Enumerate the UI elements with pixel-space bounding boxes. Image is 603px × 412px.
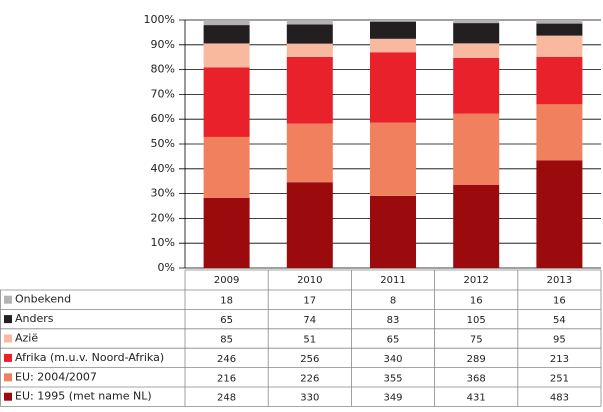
y-tick-label: 100% — [144, 13, 175, 26]
bar-segment — [370, 20, 416, 22]
bar-segment — [453, 57, 500, 114]
bar-segment — [370, 38, 416, 53]
bar-segment — [286, 182, 333, 268]
table-value: 51 — [303, 335, 316, 346]
y-tick-label: 10% — [151, 236, 175, 249]
table-value: 355 — [383, 373, 402, 384]
table-value: 65 — [220, 315, 233, 326]
table-value: 216 — [217, 373, 236, 384]
table-value: 368 — [467, 373, 486, 384]
bar-segment — [370, 122, 416, 196]
bar-segment — [203, 43, 250, 68]
table-value: 74 — [303, 315, 316, 326]
table-value: 213 — [550, 354, 569, 365]
table-value: 330 — [300, 393, 319, 404]
y-tick-label: 50% — [151, 137, 175, 150]
table-value: 431 — [467, 393, 486, 404]
bar-segment — [453, 20, 500, 24]
table-value: 340 — [383, 354, 402, 365]
bar-segment — [203, 25, 250, 44]
legend-swatch — [4, 334, 12, 343]
table-value: 105 — [467, 315, 486, 326]
bar-segment — [286, 43, 333, 57]
y-tick-label: 40% — [151, 162, 175, 175]
bar-segment — [453, 23, 500, 44]
table-value: 95 — [553, 335, 566, 346]
table-value: 75 — [470, 335, 483, 346]
table-value: 483 — [550, 393, 569, 404]
table-value: 85 — [220, 335, 233, 346]
table-value: 246 — [217, 354, 236, 365]
legend-label: Afrika (m.u.v. Noord-Afrika) — [15, 351, 164, 364]
bar-segment — [370, 52, 416, 123]
legend-label: EU: 1995 (met name NL) — [15, 390, 152, 403]
legend-swatch — [4, 315, 12, 324]
bar-segment — [453, 113, 500, 185]
legend-label: Azië — [15, 332, 38, 345]
bar-segment — [536, 35, 583, 57]
x-tick-label: 2009 — [214, 275, 239, 286]
table-value: 256 — [300, 354, 319, 365]
bar-segment — [370, 21, 416, 39]
x-tick-label: 2011 — [380, 275, 405, 286]
legend-swatch — [4, 373, 12, 382]
table-value: 248 — [217, 393, 236, 404]
bar-segment — [453, 43, 500, 58]
y-tick-label: 30% — [151, 187, 175, 200]
bar-segment — [536, 160, 583, 268]
table-value: 226 — [300, 373, 319, 384]
table-value: 18 — [220, 296, 233, 307]
bar-segment — [203, 197, 250, 268]
table-value: 349 — [383, 393, 402, 404]
bar-segment — [203, 136, 250, 198]
legend-swatch — [4, 295, 12, 304]
x-tick-label: 2010 — [297, 275, 322, 286]
y-tick-label: 70% — [151, 87, 175, 100]
legend-swatch — [4, 392, 12, 401]
bar-segment — [203, 20, 250, 26]
y-tick-label: 20% — [151, 211, 175, 224]
table-value: 83 — [387, 315, 400, 326]
table-value: 16 — [553, 296, 566, 307]
bar-segment — [286, 24, 333, 44]
table-value: 54 — [553, 315, 566, 326]
bar-segment — [453, 184, 500, 268]
x-tick-label: 2012 — [463, 275, 488, 286]
bar-segment — [203, 67, 250, 137]
bar-segment — [286, 20, 333, 25]
bar-segment — [536, 23, 583, 36]
y-tick-label: 60% — [151, 112, 175, 125]
bar-segment — [286, 56, 333, 124]
x-tick-label: 2013 — [547, 275, 572, 286]
y-tick-label: 0% — [158, 261, 175, 274]
bar-segment — [536, 104, 583, 161]
legend-label: Anders — [15, 312, 54, 325]
table-value: 8 — [390, 296, 396, 307]
legend-label: EU: 2004/2007 — [15, 370, 97, 383]
y-tick-label: 80% — [151, 63, 175, 76]
legend-label: Onbekend — [15, 293, 71, 306]
y-tick-label: 90% — [151, 38, 175, 51]
bar-segment — [286, 123, 333, 183]
bar-segment — [370, 195, 416, 268]
table-value: 251 — [550, 373, 569, 384]
table-value: 16 — [470, 296, 483, 307]
table-value: 289 — [467, 354, 486, 365]
legend-swatch — [4, 353, 12, 362]
table-value: 65 — [387, 335, 400, 346]
bar-segment — [536, 56, 583, 105]
bar-segment — [536, 20, 583, 24]
table-value: 17 — [303, 296, 316, 307]
